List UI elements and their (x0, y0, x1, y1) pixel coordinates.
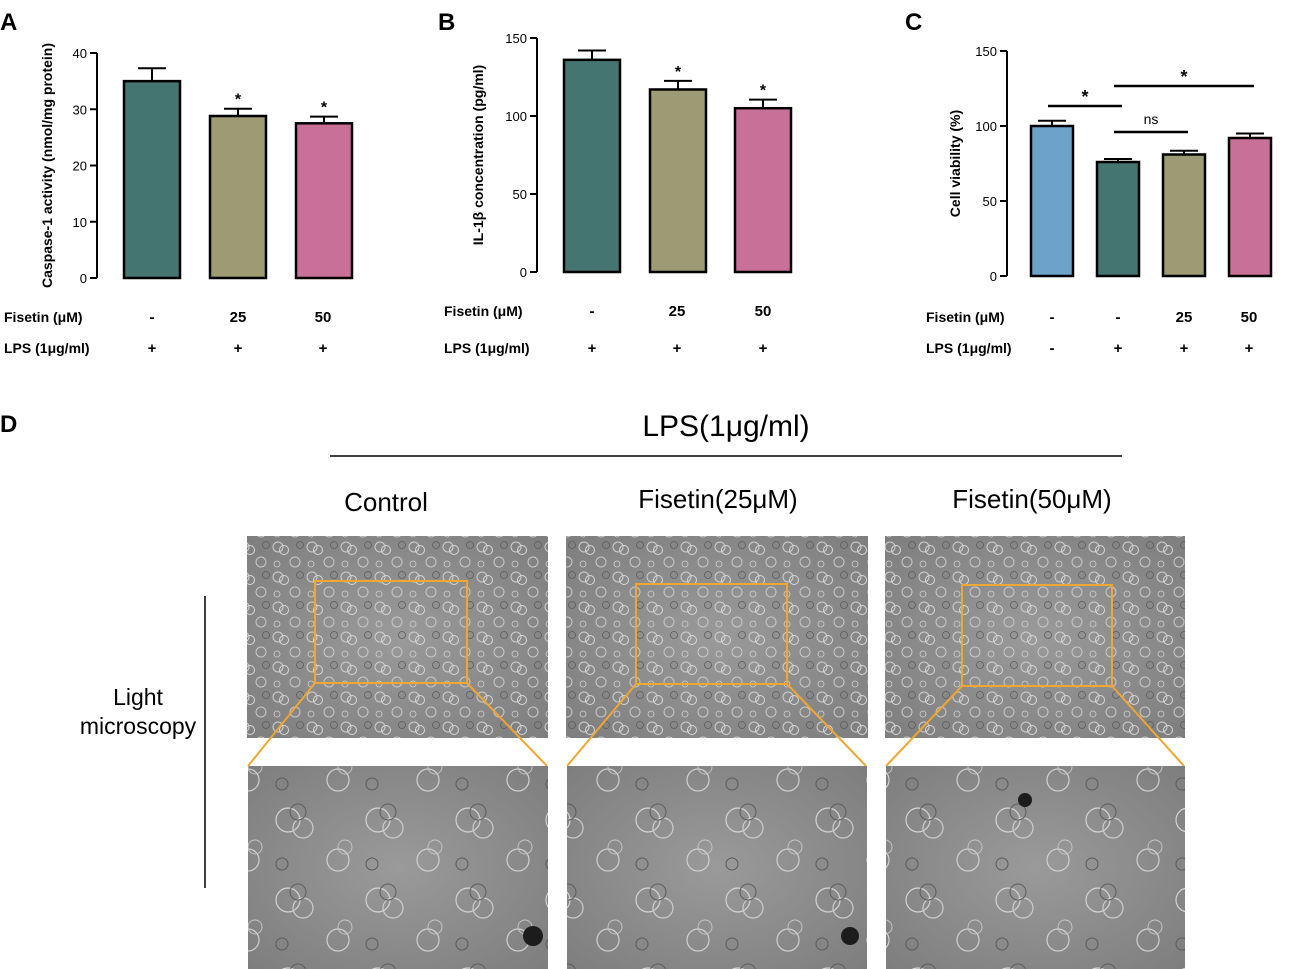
chart-a-ytick-label: 40 (73, 46, 87, 61)
chart-a-condition-label: LPS (1μg/ml) (4, 340, 90, 356)
chart-a-bar (208, 114, 268, 280)
micrograph-control-zoom (248, 766, 548, 969)
chart-b-condition-value: 25 (669, 303, 686, 320)
chart-b-ytick-label: 150 (505, 31, 527, 46)
chart-c-condition-value: 50 (1241, 309, 1258, 326)
chart-a-bar (294, 122, 354, 280)
chart-a-ytick-label: 0 (80, 271, 87, 286)
chart-c-condition-value: + (1114, 340, 1123, 357)
zoom-box-control (314, 580, 468, 684)
row-label-light: Light (113, 684, 163, 710)
chart-c-ylabel: Cell viability (%) (947, 110, 963, 217)
micrograph-fisetin25-overview (566, 536, 868, 738)
chart-b-ytick-label: 0 (520, 265, 527, 280)
zoom-line-fisetin25-left (566, 683, 637, 767)
microscopy-panel: LPS(1μg/ml) Control Fisetin(25μM) Fiseti… (80, 410, 1185, 969)
chart-b-condition-value: + (588, 340, 597, 357)
chart-c-condition-label: LPS (1μg/ml) (926, 340, 1012, 356)
chart-a-ytick-label: 10 (73, 215, 87, 230)
chart-b-condition-value: + (759, 340, 768, 357)
micrograph-control-overview (247, 536, 548, 738)
zoom-box-fisetin50 (961, 584, 1113, 687)
chart-a-condition-label: Fisetin (μM) (4, 309, 83, 325)
chart-a-ytick-label: 30 (73, 102, 87, 117)
chart-a-condition-value: - (150, 309, 155, 326)
chart-c-ytick-label: 100 (975, 119, 997, 134)
chart-c-condition-label: Fisetin (μM) (926, 309, 1005, 325)
chart-a-ytick-label: 20 (73, 159, 87, 174)
chart-b-ytick-label: 100 (505, 109, 527, 124)
chart-a-condition-value: + (148, 340, 157, 357)
chart-b-bar (562, 58, 622, 274)
chart-a-caspase: 0 10 20 30 40 Caspase-1 activity (nmol/mg pro… (4, 43, 354, 357)
chart-b-il1b: 0 50 100 150 IL-1β concentration (pg/ml) * * Fi… (444, 31, 793, 357)
panel-letter-d: D (0, 411, 17, 438)
panel-letter-c: C (905, 9, 922, 36)
chart-b-condition-value: - (590, 303, 595, 320)
zoom-box-fisetin25 (635, 583, 788, 685)
zoom-line-control-left (247, 682, 316, 767)
chart-c-bracket-label: ns (1144, 111, 1159, 127)
chart-c-ytick-label: 0 (990, 269, 997, 284)
chart-c-viability: 0 50 100 150 Cell viability (%) * ns * Fisetin (… (926, 44, 1273, 357)
chart-c-condition-value: - (1116, 309, 1121, 326)
chart-c-bracket-label: * (1180, 67, 1187, 87)
chart-b-condition-value: 50 (755, 303, 772, 320)
chart-c-bar (1095, 160, 1141, 278)
zoom-line-fisetin50-right (1111, 685, 1185, 767)
chart-c-condition-value: - (1050, 340, 1055, 357)
chart-a-condition-value: 25 (230, 309, 247, 326)
chart-b-ytick-label: 50 (513, 187, 527, 202)
chart-c-bar (1161, 153, 1207, 278)
chart-c-bar (1227, 136, 1273, 278)
micrograph-fisetin50-zoom (886, 766, 1185, 969)
chart-c-condition-value: + (1245, 340, 1254, 357)
micrograph-fisetin25-zoom (567, 766, 867, 969)
chart-a-sig-label: * (321, 100, 328, 117)
column-label-fisetin-25: Fisetin(25μM) (638, 484, 797, 514)
lps-header: LPS(1μg/ml) (642, 410, 809, 443)
chart-c-condition-value: 25 (1176, 309, 1193, 326)
chart-b-bar (733, 106, 793, 274)
zoom-line-fisetin50-left (885, 685, 963, 767)
chart-c-condition-value: + (1180, 340, 1189, 357)
chart-c-ytick-label: 50 (983, 194, 997, 209)
zoom-line-fisetin25-right (786, 683, 867, 767)
chart-c-bar (1029, 124, 1075, 278)
chart-b-bar (648, 88, 708, 274)
zoom-line-control-right (466, 682, 548, 767)
chart-a-condition-value: 50 (315, 309, 332, 326)
panel-letter-b: B (438, 9, 455, 36)
chart-c-bracket-label: * (1081, 87, 1088, 107)
chart-a-sig-label: * (235, 92, 242, 109)
chart-c-condition-value: - (1050, 309, 1055, 326)
micrograph-fisetin50-overview (885, 536, 1185, 738)
column-label-control: Control (344, 487, 428, 517)
chart-a-condition-value: + (234, 340, 243, 357)
chart-b-ylabel: IL-1β concentration (pg/ml) (470, 65, 486, 245)
chart-a-condition-value: + (319, 340, 328, 357)
panel-letter-a: A (0, 9, 17, 36)
chart-b-condition-value: + (673, 340, 682, 357)
chart-b-sig-label: * (675, 64, 682, 81)
row-label-microscopy: microscopy (80, 713, 197, 739)
chart-b-condition-label: LPS (1μg/ml) (444, 340, 530, 356)
chart-a-bar (122, 79, 182, 280)
column-label-fisetin-50: Fisetin(50μM) (952, 484, 1111, 514)
chart-b-sig-label: * (760, 83, 767, 100)
chart-a-ylabel: Caspase-1 activity (nmol/mg protein) (39, 43, 55, 288)
chart-b-condition-label: Fisetin (μM) (444, 303, 523, 319)
chart-c-ytick-label: 150 (975, 44, 997, 59)
